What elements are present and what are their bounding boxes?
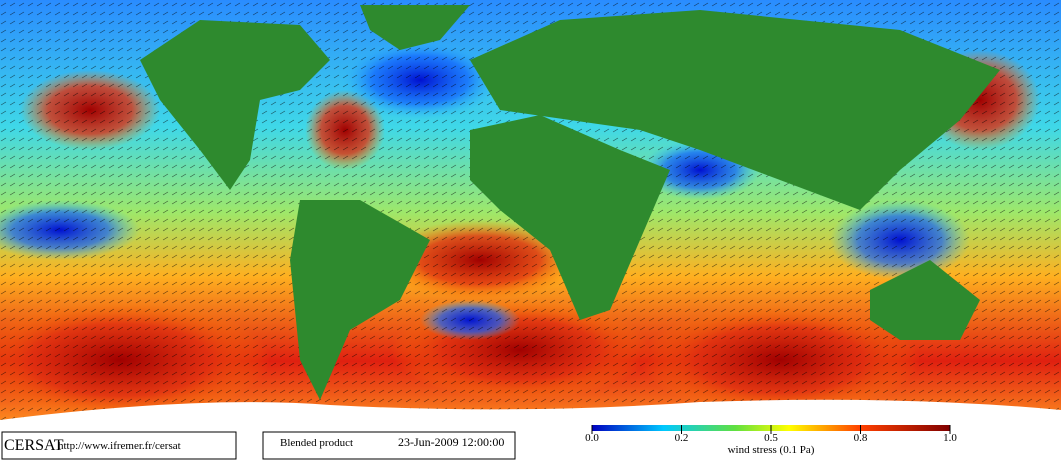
product-box: [262, 431, 516, 460]
colorbar-tick-label: 1.0: [943, 432, 957, 444]
colorbar-tick-label: 0.5: [764, 432, 778, 444]
colorbar-tick-label: 0.2: [675, 432, 689, 444]
colorbar-ticks: 0.0 0.2 0.5 0.8 1.0: [585, 425, 957, 444]
colorbar-tick-label: 0.8: [854, 432, 868, 444]
antarctica: [0, 399, 1061, 430]
logo-box: [1, 431, 237, 460]
date: 23-Jun-2009 12:00:00: [398, 435, 504, 449]
land: [140, 5, 1000, 400]
colorbar-label: wind stress (0.1 Pa): [728, 444, 815, 456]
logo: CERSAT: [4, 437, 64, 454]
product: Blended product: [280, 437, 353, 449]
colorbar-tick-label: 0.0: [585, 432, 599, 444]
url: http://www.ifremer.fr/cersat: [58, 440, 181, 452]
